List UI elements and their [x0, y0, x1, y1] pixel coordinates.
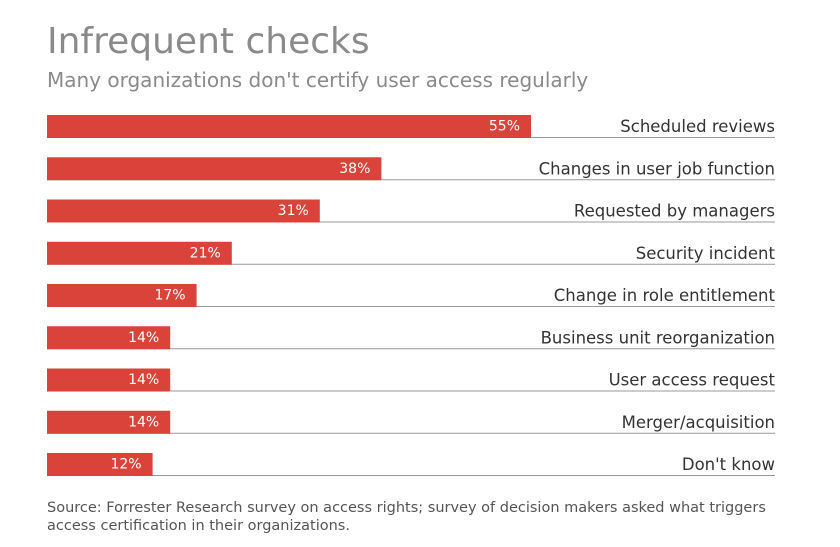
bar-value-label: 12%	[110, 457, 141, 473]
bar-row: 21% Security incident	[47, 241, 776, 265]
bar	[47, 410, 171, 434]
category-label: Merger/acquisition	[622, 413, 775, 432]
category-label: Change in role entitlement	[554, 286, 776, 305]
bar	[47, 326, 171, 350]
bar	[47, 368, 171, 392]
category-label: Security incident	[636, 244, 776, 263]
bar-row: 38% Changes in user job function	[47, 157, 775, 181]
bar-value-label: 14%	[128, 414, 159, 430]
bar-row: 55% Scheduled reviews	[47, 115, 775, 138]
bar	[47, 115, 531, 138]
category-label: Changes in user job function	[539, 159, 775, 178]
category-label: Don't know	[682, 455, 775, 474]
bar-value-label: 17%	[154, 288, 185, 304]
category-label: Scheduled reviews	[620, 117, 775, 136]
bar-row: 14% Business unit reorganization	[47, 326, 775, 350]
bar-row: 17% Change in role entitlement	[47, 284, 776, 307]
bar	[47, 241, 232, 265]
bar-chart: 55% Scheduled reviews 38% Changes in user j…	[47, 115, 776, 476]
category-label: User access request	[609, 371, 776, 390]
bar-value-label: 55%	[489, 119, 520, 135]
bar-value-label: 14%	[128, 372, 159, 388]
bar-value-label: 21%	[190, 245, 221, 261]
bar	[47, 157, 382, 181]
bar-row: 31% Requested by managers	[47, 199, 775, 223]
bar	[47, 284, 197, 307]
bar-row: 12% Don't know	[47, 453, 775, 476]
bar	[47, 453, 153, 476]
source-note: Source: Forrester Research survey on acc…	[47, 500, 766, 534]
chart-title: Infrequent checks	[47, 21, 370, 62]
bar-value-label: 14%	[128, 330, 159, 346]
bar-row: 14% User access request	[47, 368, 776, 392]
bar-value-label: 38%	[339, 161, 370, 177]
bar-row: 14% Merger/acquisition	[47, 410, 775, 434]
bar-value-label: 31%	[278, 203, 309, 219]
bar	[47, 199, 320, 223]
chart-subtitle: Many organizations don't certify user ac…	[47, 68, 589, 92]
category-label: Requested by managers	[574, 202, 775, 221]
category-label: Business unit reorganization	[541, 328, 775, 347]
